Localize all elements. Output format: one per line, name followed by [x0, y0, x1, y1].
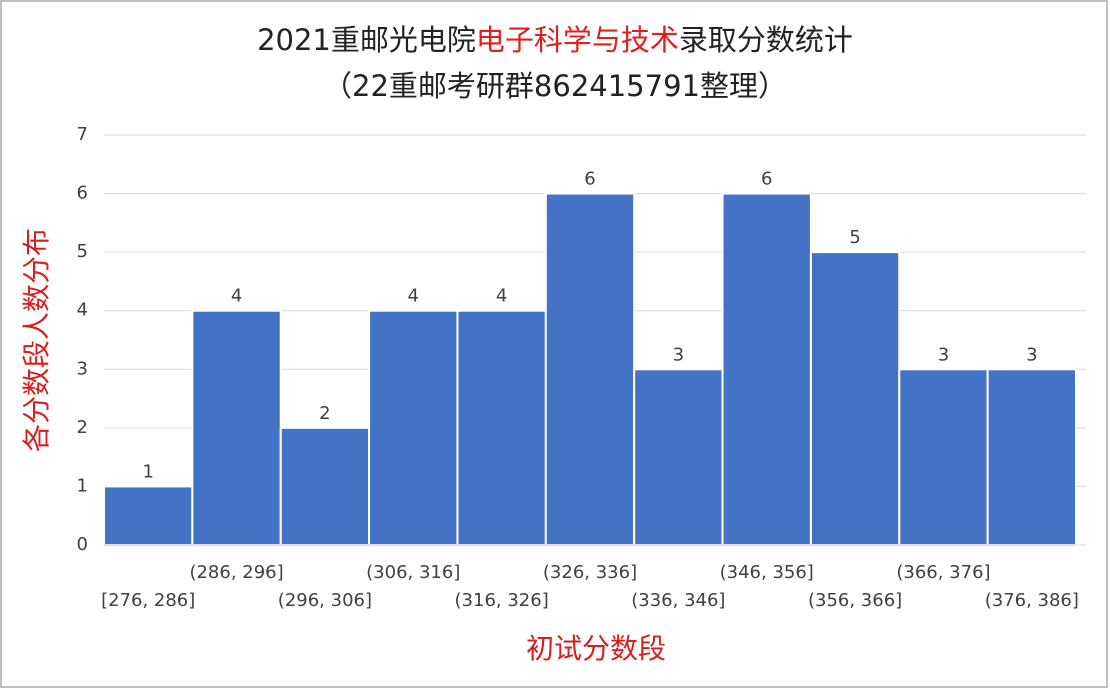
- data-label: 3: [938, 344, 949, 365]
- x-tick-label: (336, 346]: [631, 590, 725, 611]
- y-tick-label: 1: [77, 475, 88, 496]
- bar: [721, 192, 812, 546]
- title-part: 录取分数统计: [679, 23, 853, 57]
- x-tick-label: (326, 336]: [543, 562, 637, 583]
- x-tick-label: (316, 326]: [455, 590, 549, 611]
- data-label: 4: [408, 286, 419, 307]
- x-tick-label: (356, 366]: [808, 590, 902, 611]
- y-tick-label: 0: [77, 534, 88, 555]
- y-axis-label: 各分数段人数分布: [20, 228, 53, 452]
- bar: [279, 426, 371, 547]
- x-tick-label: [276, 286]: [101, 590, 195, 611]
- data-label: 6: [584, 169, 595, 190]
- chart-title: 2021重邮光电院电子科学与技术录取分数统计: [257, 23, 853, 57]
- y-tick-label: 3: [77, 358, 88, 379]
- x-tick-label: (306, 316]: [366, 562, 460, 583]
- x-tick-label: (366, 376]: [896, 562, 990, 583]
- data-label: 4: [496, 286, 507, 307]
- bar: [103, 485, 194, 546]
- bar: [986, 368, 1077, 546]
- title-part: 电子科学与技术: [476, 23, 679, 57]
- x-tick-label: (376, 386]: [985, 590, 1079, 611]
- y-tick-label: 2: [77, 417, 88, 438]
- bar: [633, 368, 724, 546]
- x-tick-label: (296, 306]: [278, 590, 372, 611]
- title-part: 2021重邮光电院: [257, 23, 476, 57]
- chart-subtitle: （22重邮考研群862415791整理）: [323, 69, 787, 103]
- data-label: 4: [231, 286, 242, 307]
- data-label: 3: [673, 344, 684, 365]
- x-tick-label: (346, 356]: [720, 562, 814, 583]
- data-label: 6: [761, 169, 772, 190]
- data-label: 5: [849, 227, 860, 248]
- y-tick-label: 4: [77, 300, 88, 321]
- bar: [898, 368, 989, 546]
- bar: [456, 309, 547, 547]
- y-tick-label: 5: [77, 241, 88, 262]
- x-axis-label: 初试分数段: [526, 632, 666, 665]
- bar: [191, 309, 282, 547]
- data-label: 1: [142, 461, 153, 482]
- data-label: 2: [319, 403, 330, 424]
- y-tick-label: 7: [77, 124, 88, 145]
- data-label: 3: [1026, 344, 1037, 365]
- bar: [809, 251, 901, 546]
- bar: [368, 309, 459, 547]
- bar: [544, 192, 636, 546]
- x-tick-label: (286, 296]: [189, 562, 283, 583]
- y-tick-label: 6: [77, 183, 88, 204]
